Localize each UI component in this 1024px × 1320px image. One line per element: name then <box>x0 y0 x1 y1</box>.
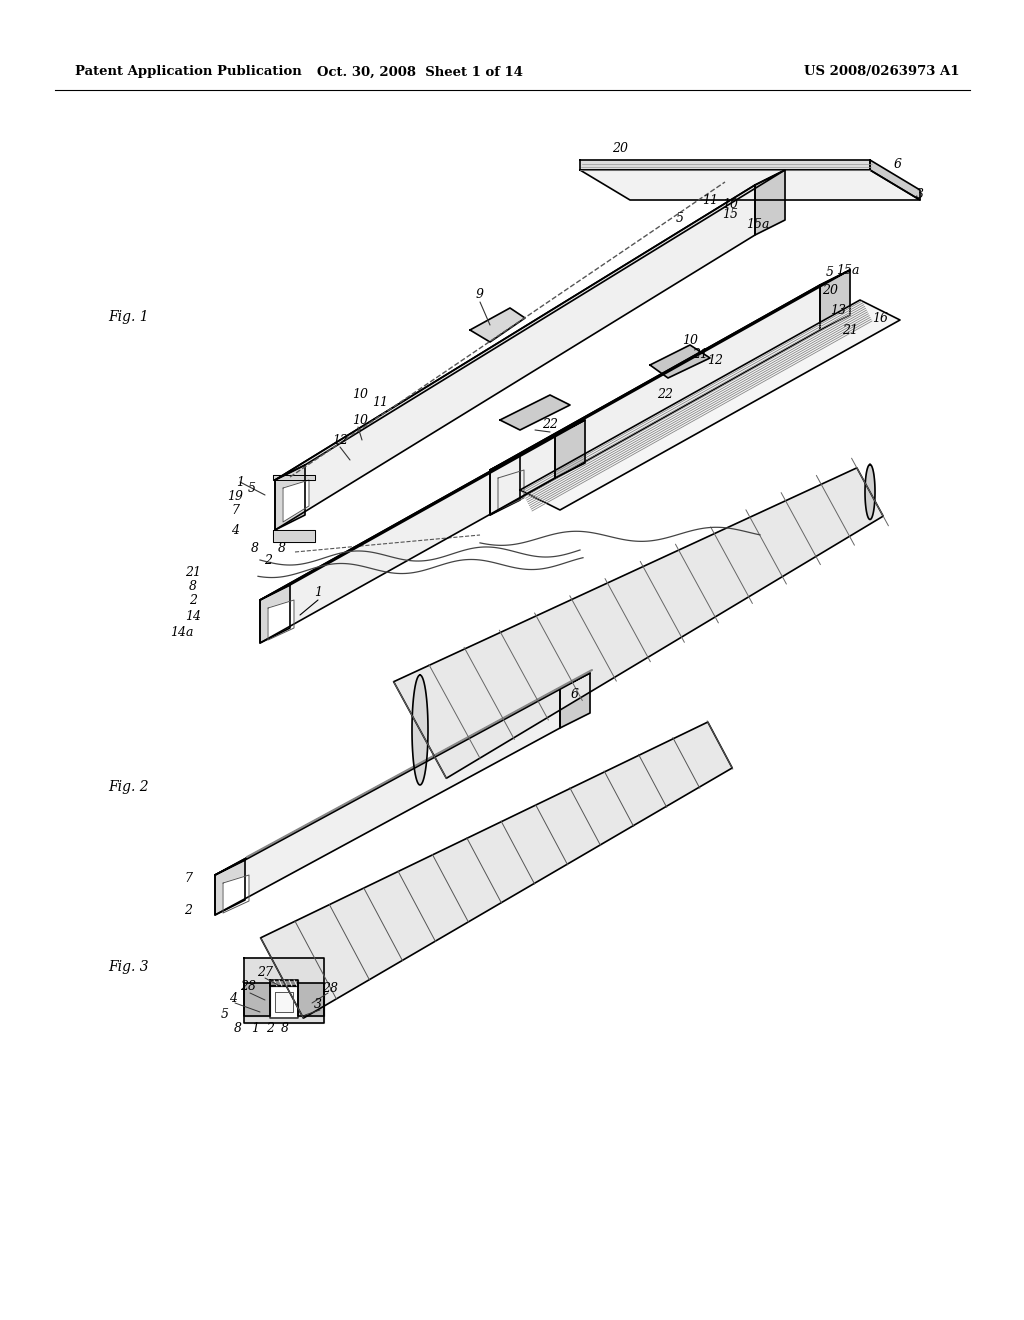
Text: 28: 28 <box>240 981 256 994</box>
Text: 21: 21 <box>692 348 708 362</box>
Polygon shape <box>412 675 428 785</box>
Text: 3: 3 <box>916 189 924 202</box>
Polygon shape <box>755 170 785 235</box>
Text: 11: 11 <box>702 194 718 206</box>
Text: 22: 22 <box>657 388 673 401</box>
Polygon shape <box>215 861 245 915</box>
Text: 7: 7 <box>184 871 193 884</box>
Polygon shape <box>270 986 298 1018</box>
Polygon shape <box>283 480 309 521</box>
Polygon shape <box>393 467 883 779</box>
Polygon shape <box>298 983 324 1016</box>
Text: 14: 14 <box>185 610 201 623</box>
Text: Oct. 30, 2008  Sheet 1 of 14: Oct. 30, 2008 Sheet 1 of 14 <box>317 66 523 78</box>
Polygon shape <box>215 673 590 875</box>
Polygon shape <box>520 300 900 510</box>
Polygon shape <box>490 455 520 515</box>
Polygon shape <box>215 688 560 915</box>
Text: 10: 10 <box>352 388 368 401</box>
Polygon shape <box>490 285 820 515</box>
Text: 2: 2 <box>264 553 272 566</box>
Text: 3: 3 <box>314 998 322 1011</box>
Text: 12: 12 <box>707 354 723 367</box>
Text: 15a: 15a <box>746 219 770 231</box>
Text: 20: 20 <box>612 141 628 154</box>
Polygon shape <box>490 271 850 470</box>
Text: US 2008/0263973 A1: US 2008/0263973 A1 <box>805 66 961 78</box>
Polygon shape <box>820 271 850 330</box>
Text: 5: 5 <box>221 1008 229 1022</box>
Text: 8: 8 <box>251 541 259 554</box>
Text: 1: 1 <box>314 586 322 599</box>
Text: 8: 8 <box>234 1022 242 1035</box>
Text: 27: 27 <box>257 965 273 978</box>
Text: 2: 2 <box>266 1022 274 1035</box>
Text: 14a: 14a <box>170 626 194 639</box>
Text: 20: 20 <box>822 284 838 297</box>
Polygon shape <box>260 585 290 643</box>
Text: 19: 19 <box>227 491 243 503</box>
Text: 9: 9 <box>476 289 484 301</box>
Text: 1: 1 <box>236 475 244 488</box>
Text: 4: 4 <box>229 991 237 1005</box>
Polygon shape <box>275 465 305 531</box>
Text: 8: 8 <box>189 581 197 594</box>
Polygon shape <box>273 531 315 543</box>
Text: 6: 6 <box>571 688 579 701</box>
Polygon shape <box>865 465 874 520</box>
Text: 12: 12 <box>332 433 348 446</box>
Text: 21: 21 <box>185 565 201 578</box>
Polygon shape <box>275 170 785 480</box>
Text: 15a: 15a <box>837 264 860 276</box>
Text: 21: 21 <box>842 323 858 337</box>
Polygon shape <box>223 875 249 913</box>
Text: 2: 2 <box>189 594 197 606</box>
Text: 5: 5 <box>676 211 684 224</box>
Text: 22: 22 <box>542 418 558 432</box>
Text: 28: 28 <box>322 982 338 994</box>
Text: 5: 5 <box>248 482 256 495</box>
Text: 6: 6 <box>894 158 902 172</box>
Text: 15: 15 <box>722 209 738 222</box>
Polygon shape <box>268 601 294 640</box>
Polygon shape <box>275 185 755 531</box>
Text: 10: 10 <box>682 334 698 346</box>
Text: 10: 10 <box>722 198 738 211</box>
Polygon shape <box>244 983 270 1016</box>
Text: Fig. 3: Fig. 3 <box>108 960 148 974</box>
Polygon shape <box>650 345 710 378</box>
Polygon shape <box>870 160 920 201</box>
Polygon shape <box>560 673 590 729</box>
Text: 7: 7 <box>231 503 239 516</box>
Text: 8: 8 <box>281 1022 289 1035</box>
Polygon shape <box>260 420 585 601</box>
Text: 8: 8 <box>278 541 286 554</box>
Text: Patent Application Publication: Patent Application Publication <box>75 66 302 78</box>
Polygon shape <box>260 436 555 643</box>
Polygon shape <box>470 308 525 342</box>
Polygon shape <box>555 420 585 478</box>
Text: 10: 10 <box>352 413 368 426</box>
Text: 16: 16 <box>872 312 888 325</box>
Polygon shape <box>498 470 524 510</box>
Polygon shape <box>580 170 920 201</box>
Text: Fig. 2: Fig. 2 <box>108 780 148 795</box>
Text: 13: 13 <box>830 304 846 317</box>
Polygon shape <box>270 979 298 986</box>
Text: Fig. 1: Fig. 1 <box>108 310 148 323</box>
Text: 4: 4 <box>231 524 239 536</box>
Polygon shape <box>500 395 570 430</box>
Text: 2: 2 <box>184 903 193 916</box>
Text: 1: 1 <box>251 1022 259 1035</box>
Polygon shape <box>261 722 732 1018</box>
Text: 11: 11 <box>372 396 388 408</box>
Polygon shape <box>275 993 293 1012</box>
Polygon shape <box>273 475 315 480</box>
Polygon shape <box>244 958 324 1023</box>
Polygon shape <box>580 160 870 170</box>
Text: 5: 5 <box>826 265 834 279</box>
